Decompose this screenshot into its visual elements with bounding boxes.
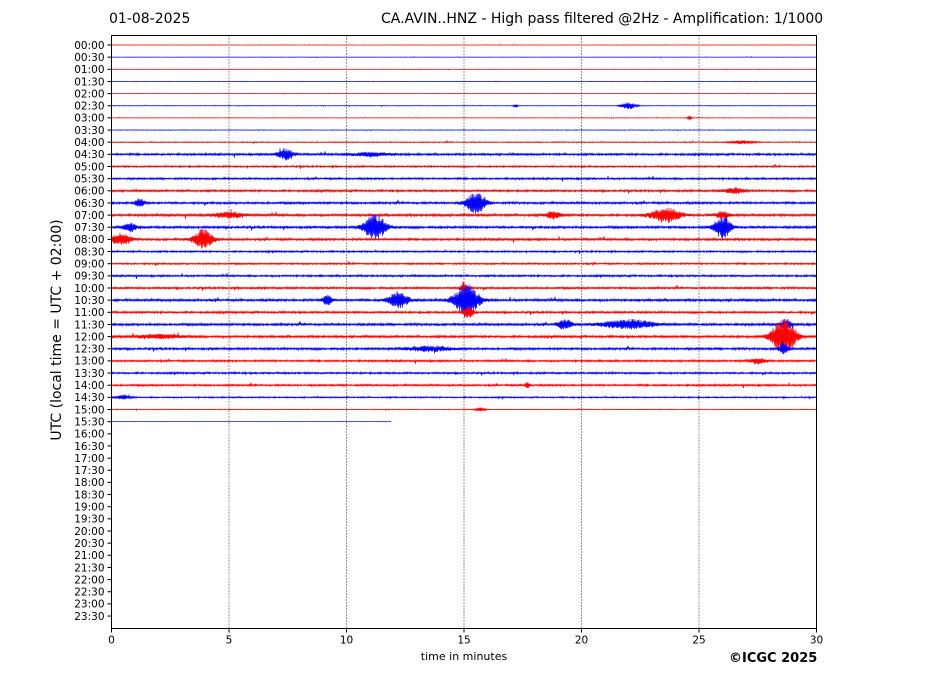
y-tick-label: 10:00 [74,283,104,295]
y-tick-label: 03:30 [74,125,104,137]
trace-0430 [111,148,817,161]
y-tick-label: 19:30 [74,514,104,526]
y-tick-label: 11:30 [74,319,104,331]
trace-0700 [111,207,817,224]
y-tick-label: 20:30 [74,538,104,550]
trace-0000 [111,43,817,46]
y-tick-label: 12:30 [74,344,104,356]
y-tick-label: 06:30 [74,198,104,210]
x-tick-label: 0 [108,635,115,647]
y-tick-label: 11:00 [74,307,104,319]
y-tick-label: 21:00 [74,550,104,562]
y-tick-label: 21:30 [74,562,104,574]
trace-0300 [111,115,817,121]
y-tick-label: 05:00 [74,161,104,173]
trace-0500 [111,163,817,170]
y-tick-label: 13:30 [74,368,104,380]
y-tick-label: 02:30 [74,101,104,113]
y-tick-label: 09:30 [74,271,104,283]
y-tick-label: 08:00 [74,234,104,246]
trace-0600 [111,187,817,194]
y-tick-label: 17:30 [74,465,104,477]
x-tick-label: 5 [226,635,233,647]
y-tick-label: 19:00 [74,502,104,514]
y-tick-label: 04:00 [74,137,104,149]
y-axis-ticks: 00:0000:3001:0001:3002:0002:3003:0003:30… [74,40,112,623]
x-tick-label: 20 [575,635,588,647]
trace-1030 [111,284,817,318]
trace-0630 [111,193,817,214]
trace-0200 [111,92,817,95]
trace-1000 [111,281,817,295]
y-tick-label: 14:30 [74,392,104,404]
trace-1400 [111,381,817,389]
x-axis-ticks: 0 5 10 15 20 25 30 [108,628,823,647]
y-tick-label: 01:30 [74,76,104,88]
y-tick-label: 06:00 [74,186,104,198]
y-tick-label: 13:00 [74,356,104,368]
trace-1430 [111,394,817,400]
trace-1100 [111,305,817,318]
y-tick-label: 16:00 [74,429,104,441]
seismic-traces [111,43,817,423]
y-tick-label: 01:00 [74,64,104,76]
y-tick-label: 04:30 [74,149,104,161]
trace-1500 [111,407,817,412]
y-tick-label: 02:00 [74,88,104,100]
y-tick-label: 03:00 [74,113,104,125]
trace-0730 [111,214,817,240]
x-tick-label: 10 [340,635,353,647]
y-tick-label: 00:30 [74,52,104,64]
y-tick-label: 09:00 [74,259,104,271]
trace-0900 [111,261,817,267]
grid-lines [228,35,700,629]
y-tick-label: 22:00 [74,574,104,586]
y-tick-label: 14:00 [74,380,104,392]
trace-0100 [111,68,817,71]
y-tick-label: 23:00 [74,599,104,611]
x-tick-label: 25 [692,635,705,647]
y-tick-label: 23:30 [74,611,104,623]
y-tick-label: 18:00 [74,477,104,489]
trace-0330 [111,129,817,132]
x-tick-label: 15 [457,635,470,647]
trace-0930 [111,273,817,279]
y-tick-label: 20:00 [74,526,104,538]
trace-0030 [111,56,817,59]
x-tick-label: 30 [810,635,823,647]
y-tick-label: 15:30 [74,416,104,428]
trace-0830 [111,248,817,255]
trace-1330 [111,370,817,376]
trace-0530 [111,175,817,182]
y-tick-label: 16:30 [74,441,104,453]
y-tick-label: 07:00 [74,210,104,222]
y-tick-label: 10:30 [74,295,104,307]
y-tick-label: 00:00 [74,40,104,52]
chart-title: CA.AVIN..HNZ - High pass filtered @2Hz -… [381,11,824,27]
trace-0400 [111,139,817,145]
trace-0800 [111,229,817,249]
trace-1230 [111,341,817,354]
trace-1200 [111,319,817,353]
y-tick-label: 15:00 [74,404,104,416]
y-tick-label: 07:30 [74,222,104,234]
copyright-credit: ©ICGC 2025 [729,651,818,666]
y-tick-label: 18:30 [74,489,104,501]
y-tick-label: 08:30 [74,246,104,258]
trace-1130 [111,318,817,331]
trace-1300 [111,358,817,365]
y-tick-label: 22:30 [74,587,104,599]
y-tick-label: 17:00 [74,453,104,465]
x-axis-label: time in minutes [420,650,508,663]
chart-date: 01-08-2025 [109,11,191,27]
y-tick-label: 05:30 [74,173,104,185]
y-tick-label: 12:00 [74,331,104,343]
trace-0130 [111,80,817,83]
trace-0230 [111,102,817,110]
